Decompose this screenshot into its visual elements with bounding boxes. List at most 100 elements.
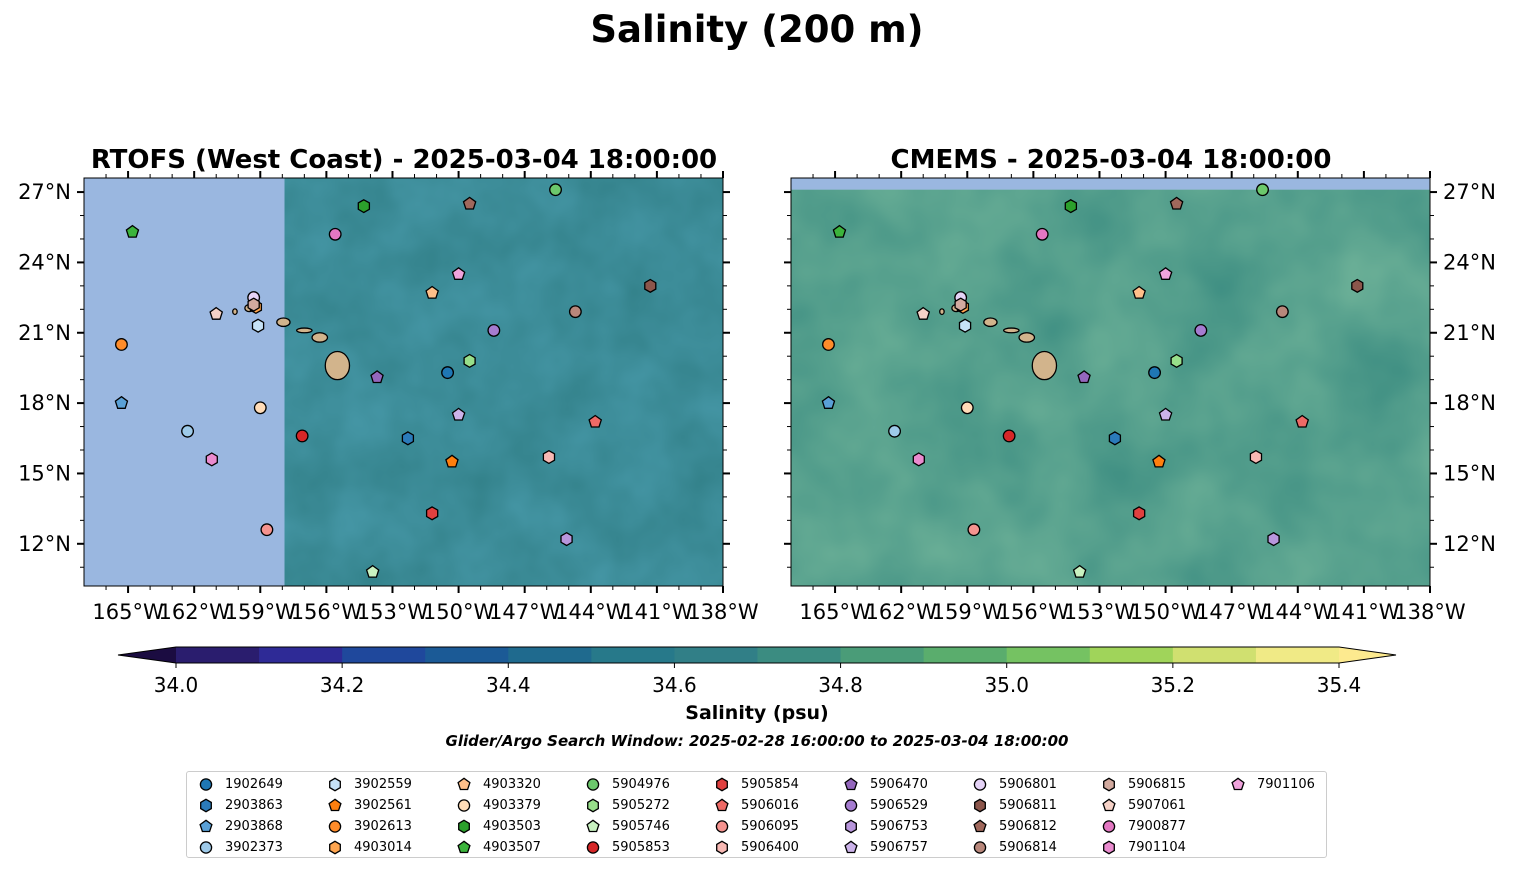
float-marker-5905272 <box>1170 353 1183 369</box>
legend-item-4903320: 4903320 <box>451 774 541 795</box>
legend-label: 1902649 <box>225 777 283 792</box>
float-marker-4903503 <box>357 199 371 214</box>
float-marker-5906016 <box>1295 414 1310 428</box>
float-marker-5906529 <box>487 323 501 337</box>
float-marker-3902561 <box>445 454 459 468</box>
x-tick-label: 147°W <box>1196 600 1268 624</box>
float-marker-7900877 <box>328 227 342 241</box>
legend-marker <box>1102 798 1116 812</box>
float-marker-3902373 <box>888 424 902 438</box>
colorbar-segment <box>674 647 758 663</box>
legend-item-5906811: 5906811 <box>967 795 1057 816</box>
legend-item-4903014: 4903014 <box>322 837 412 858</box>
float-marker-3902373 <box>181 424 195 438</box>
y-tick-label: 21°N <box>1443 321 1496 345</box>
y-tick-label: 27°N <box>18 180 71 204</box>
y-tick-label: 18°N <box>18 391 71 415</box>
salinity-eddies <box>284 178 723 586</box>
legend-marker <box>844 840 858 854</box>
colorbar-tick-label: 34.2 <box>320 673 365 697</box>
float-marker-3902613 <box>822 338 835 351</box>
float-marker-5906470 <box>370 370 384 384</box>
float-marker-5906400 <box>542 449 556 465</box>
legend-item-5906400: 5906400 <box>709 837 799 858</box>
legend-marker-circle-icon <box>1102 820 1116 833</box>
x-tick-label: 159°W <box>932 600 1004 624</box>
x-tick-label: 162°W <box>865 600 937 624</box>
legend-label: 3902373 <box>225 840 283 855</box>
legend-label: 5906016 <box>741 798 799 813</box>
x-tick-label: 159°W <box>225 600 297 624</box>
legend-marker <box>715 820 729 833</box>
legend-marker <box>457 799 471 812</box>
float-marker-2903863 <box>401 431 415 446</box>
colorbar-segment <box>757 647 842 663</box>
legend-marker-circle-icon <box>973 778 987 791</box>
x-tick-label: 150°W <box>1130 600 1202 624</box>
x-tick-label: 147°W <box>489 600 561 624</box>
legend-item-5906814: 5906814 <box>967 837 1057 858</box>
map-frame <box>790 177 1431 587</box>
x-tick-label: 144°W <box>1262 600 1334 624</box>
colorbar-extend-low <box>118 647 176 663</box>
legend-label: 4903379 <box>483 798 541 813</box>
legend-label: 5906814 <box>999 840 1057 855</box>
x-tick-label: 165°W <box>799 600 871 624</box>
legend-item-5907061: 5907061 <box>1096 795 1186 816</box>
search-window-note: Glider/Argo Search Window: 2025-02-28 16… <box>446 732 1069 750</box>
legend-item-3902561: 3902561 <box>322 795 412 816</box>
legend-label: 2903868 <box>225 819 283 834</box>
float-marker-4903320 <box>1132 285 1146 299</box>
x-tick-label: 141°W <box>1328 600 1400 624</box>
float-marker-5905853 <box>295 429 309 443</box>
y-tick-label: 21°N <box>18 321 71 345</box>
legend-label: 5906812 <box>999 819 1057 834</box>
colorbar-segment <box>176 647 260 663</box>
float-marker-4903507 <box>125 224 140 238</box>
legend-marker <box>716 777 728 792</box>
colorbar-segment <box>840 647 925 663</box>
legend-label: 5904976 <box>612 777 670 792</box>
colorbar-tick-label: 34.0 <box>154 673 199 697</box>
colorbar-segment <box>1255 647 1340 663</box>
colorbar-segment <box>508 647 592 663</box>
legend-label: 5905854 <box>741 777 799 792</box>
legend-marker <box>1103 777 1115 792</box>
legend-label: 5905853 <box>612 840 670 855</box>
colorbar-segment <box>342 647 426 663</box>
float-marker-5906812 <box>462 196 477 210</box>
legend-item-2903868: 2903868 <box>193 816 283 837</box>
float-marker-3902559 <box>958 318 972 333</box>
float-marker-5906815 <box>247 297 260 312</box>
float-marker-5907061 <box>209 306 224 320</box>
float-marker-7901106 <box>1158 266 1173 280</box>
island-2 <box>311 332 329 343</box>
legend-marker-pentagon-icon <box>715 798 729 812</box>
float-marker-2903863 <box>1108 431 1122 446</box>
legend-marker-pentagon-icon <box>457 840 471 854</box>
float-marker-5905272 <box>463 353 476 369</box>
colorbar-segment <box>591 647 675 663</box>
legend-marker-hexagon-icon <box>458 819 470 834</box>
float-marker-5905746 <box>1072 564 1087 578</box>
legend-label: 7901104 <box>1128 840 1186 855</box>
colorbar-segment <box>1089 647 1174 663</box>
x-tick-label: 138°W <box>1394 600 1466 624</box>
legend-marker <box>457 777 471 791</box>
legend-label: 5906811 <box>999 798 1057 813</box>
float-marker-5906400 <box>1249 449 1263 465</box>
legend-marker <box>973 841 987 854</box>
island-1 <box>1031 350 1058 381</box>
legend-item-5906529: 5906529 <box>838 795 928 816</box>
x-tick-label: 156°W <box>998 600 1070 624</box>
float-marker-5907061 <box>916 306 931 320</box>
legend-item-5906095: 5906095 <box>709 816 799 837</box>
float-marker-1902649 <box>1148 366 1162 380</box>
float-marker-5906470 <box>1077 370 1091 384</box>
legend-marker <box>716 840 728 855</box>
legend-marker <box>200 798 212 813</box>
float-marker-5906016 <box>588 414 603 428</box>
legend-marker-hexagon-icon <box>1103 777 1115 792</box>
legend-label: 3902613 <box>354 819 412 834</box>
legend-marker-hexagon-icon <box>1103 840 1115 855</box>
